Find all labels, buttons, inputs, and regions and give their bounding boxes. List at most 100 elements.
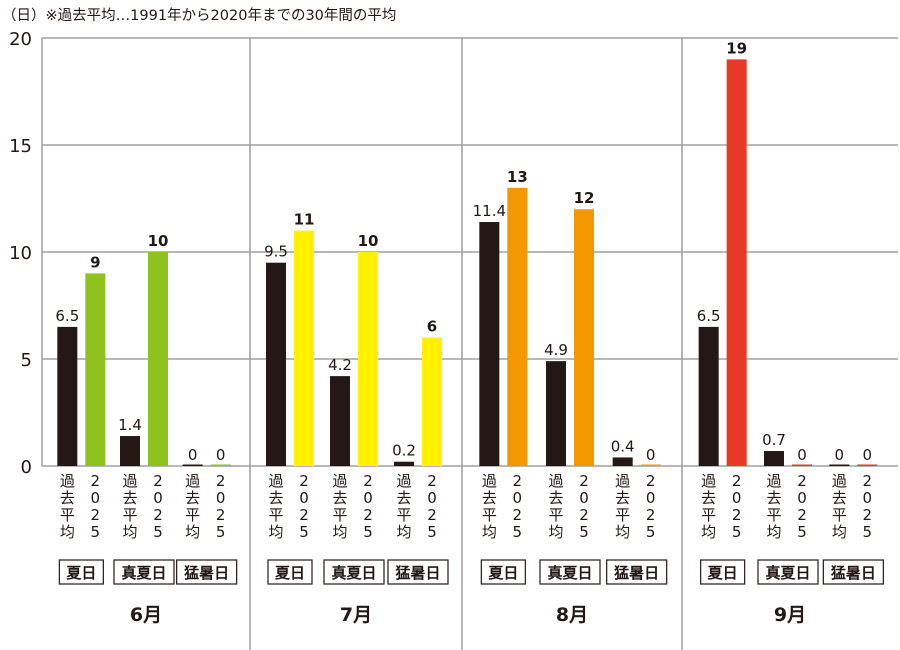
bar-2025 bbox=[507, 187, 528, 467]
month-label: 8月 bbox=[556, 604, 588, 626]
bar-2025 bbox=[422, 337, 442, 466]
bar-2025 bbox=[358, 252, 378, 466]
month-label: 9月 bbox=[774, 604, 806, 626]
data-label-past: 9.5 bbox=[264, 243, 288, 261]
category-box bbox=[267, 559, 313, 585]
category-box bbox=[757, 559, 819, 585]
category-label: 猛暑日 bbox=[830, 564, 876, 582]
data-label-2025: 10 bbox=[148, 232, 169, 250]
bar-2025 bbox=[148, 252, 168, 466]
data-label-2025: 9 bbox=[90, 253, 100, 271]
category-box bbox=[822, 559, 884, 585]
category-label: 猛暑日 bbox=[394, 564, 440, 582]
category-label: 真夏日 bbox=[547, 564, 592, 582]
x-label-past-average: 過去平均 bbox=[615, 472, 630, 541]
x-label-past-average: 過去平均 bbox=[482, 472, 497, 541]
bar-past-average bbox=[57, 326, 78, 466]
data-label-2025: 0 bbox=[216, 446, 226, 464]
category-box bbox=[606, 559, 668, 585]
data-label-2025: 19 bbox=[726, 39, 747, 57]
data-label-2025: 10 bbox=[358, 232, 379, 250]
data-label-past: 0.7 bbox=[762, 431, 786, 449]
bar-2025 bbox=[726, 59, 747, 467]
y-tick-label: 10 bbox=[9, 243, 32, 264]
y-tick-label: 15 bbox=[9, 136, 32, 157]
y-tick-label: 5 bbox=[21, 350, 32, 371]
data-label-2025: 0 bbox=[646, 446, 656, 464]
bar-past-average bbox=[764, 451, 784, 466]
chart-title: （日）※過去平均…1991年から2020年までの30年間の平均 bbox=[2, 8, 397, 24]
bar-2025 bbox=[792, 464, 812, 466]
category-box bbox=[387, 559, 449, 585]
category-label: 夏日 bbox=[274, 564, 305, 582]
data-label-past: 11.4 bbox=[473, 202, 506, 220]
bar-2025 bbox=[640, 464, 661, 466]
data-label-past: 1.4 bbox=[118, 416, 142, 434]
bar-past-average bbox=[546, 361, 566, 466]
data-label-past: 6.5 bbox=[55, 307, 79, 325]
data-label-2025: 12 bbox=[574, 189, 595, 207]
bar-past-average bbox=[120, 436, 140, 466]
y-tick-label: 0 bbox=[21, 457, 32, 478]
data-label-2025: 0 bbox=[797, 446, 807, 464]
bar-past-average bbox=[479, 222, 500, 466]
y-tick-label: 20 bbox=[9, 29, 32, 50]
category-label: 猛暑日 bbox=[613, 564, 659, 582]
bar-past-average bbox=[698, 326, 719, 466]
data-label-past: 0.4 bbox=[611, 437, 635, 455]
category-label: 夏日 bbox=[65, 564, 96, 582]
data-label-past: 0 bbox=[188, 446, 198, 464]
data-label-past: 0.2 bbox=[392, 442, 416, 460]
data-label-2025: 0 bbox=[863, 446, 873, 464]
data-label-past: 4.9 bbox=[544, 341, 568, 359]
x-label-past-average: 過去平均 bbox=[268, 472, 283, 541]
x-label-past-average: 過去平均 bbox=[701, 472, 716, 541]
bar-2025 bbox=[85, 273, 106, 466]
data-label-2025: 13 bbox=[507, 168, 528, 186]
x-label-past-average: 過去平均 bbox=[332, 472, 347, 541]
bar-past-average bbox=[829, 464, 850, 466]
data-label-past: 4.2 bbox=[328, 356, 352, 374]
data-label-past: 0 bbox=[835, 446, 845, 464]
x-label-past-average: 過去平均 bbox=[396, 472, 411, 541]
bar-2025 bbox=[294, 230, 314, 466]
category-label: 真夏日 bbox=[765, 564, 810, 582]
category-label: 真夏日 bbox=[121, 564, 166, 582]
bar-past-average bbox=[394, 461, 414, 466]
category-label: 夏日 bbox=[707, 564, 738, 582]
x-label-past-average: 過去平均 bbox=[832, 472, 847, 541]
x-label-past-average: 過去平均 bbox=[60, 472, 75, 541]
bar-past-average bbox=[182, 464, 203, 466]
bar-past-average bbox=[266, 262, 286, 466]
category-box bbox=[700, 559, 746, 585]
bar-2025 bbox=[210, 464, 231, 466]
bar-past-average bbox=[330, 376, 350, 466]
bar-past-average bbox=[612, 457, 633, 466]
data-label-past: 6.5 bbox=[697, 307, 721, 325]
category-box bbox=[480, 559, 526, 585]
category-box bbox=[539, 559, 601, 585]
category-box bbox=[176, 559, 238, 585]
data-label-2025: 11 bbox=[294, 211, 315, 229]
bar-2025 bbox=[857, 464, 878, 466]
category-box bbox=[323, 559, 385, 585]
data-label-2025: 6 bbox=[427, 318, 437, 336]
category-label: 真夏日 bbox=[331, 564, 376, 582]
category-box bbox=[113, 559, 175, 585]
category-box bbox=[58, 559, 104, 585]
month-label: 7月 bbox=[340, 604, 372, 626]
x-label-past-average: 過去平均 bbox=[185, 472, 200, 541]
